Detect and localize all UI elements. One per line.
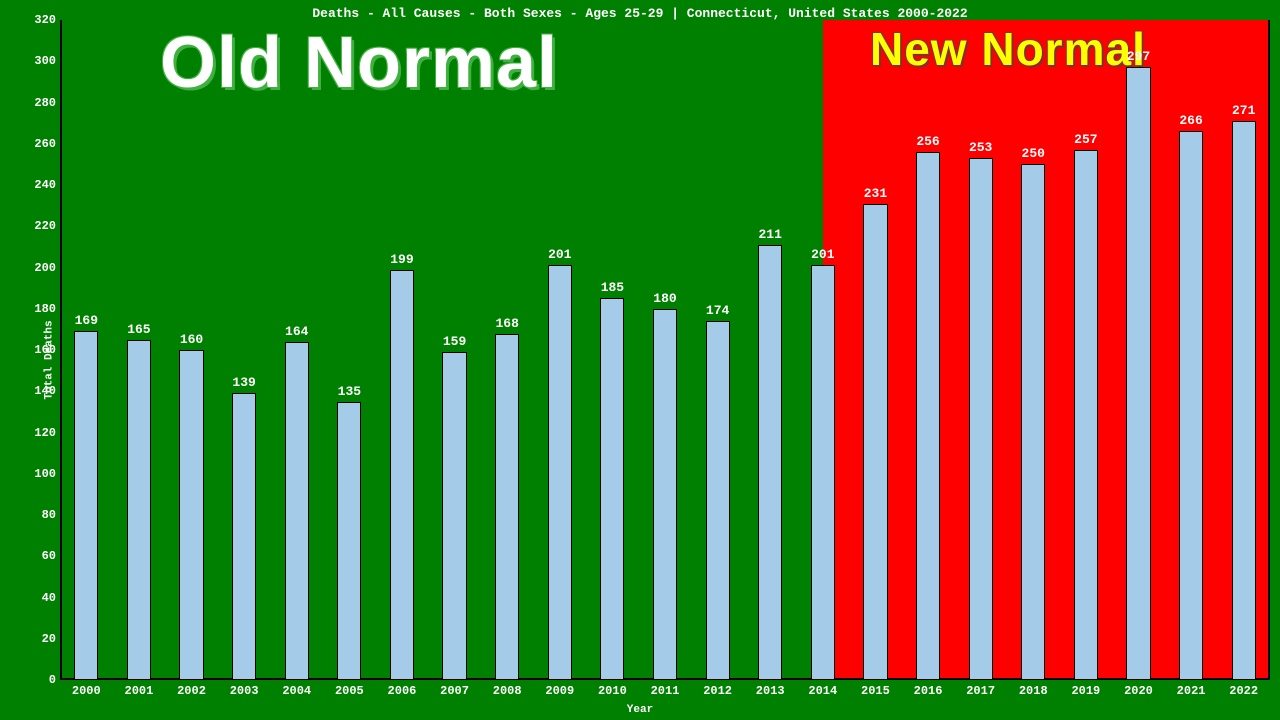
y-axis-left xyxy=(60,20,62,680)
bar-value-label: 164 xyxy=(285,324,308,339)
xtick-label: 2004 xyxy=(282,684,311,698)
xtick-label: 2003 xyxy=(230,684,259,698)
bar-value-label: 174 xyxy=(706,303,729,318)
bar xyxy=(179,350,203,680)
bar-value-label: 135 xyxy=(338,384,361,399)
plot-area xyxy=(60,20,1270,680)
xtick-label: 2018 xyxy=(1019,684,1048,698)
x-axis-label: Year xyxy=(627,704,653,716)
xtick-label: 2022 xyxy=(1229,684,1258,698)
bar xyxy=(1021,164,1045,680)
new-normal-text: New Normal xyxy=(870,22,1146,76)
xtick-label: 2009 xyxy=(545,684,574,698)
ytick-label: 300 xyxy=(34,54,56,68)
bar-value-label: 211 xyxy=(759,227,782,242)
ytick-label: 240 xyxy=(34,178,56,192)
bar-value-label: 185 xyxy=(601,280,624,295)
xtick-label: 2002 xyxy=(177,684,206,698)
bar-value-label: 199 xyxy=(390,252,413,267)
bar xyxy=(758,245,782,680)
xtick-label: 2006 xyxy=(388,684,417,698)
xtick-label: 2020 xyxy=(1124,684,1153,698)
bar xyxy=(863,204,887,680)
bar xyxy=(232,393,256,680)
xtick-label: 2000 xyxy=(72,684,101,698)
bar xyxy=(442,352,466,680)
ytick-label: 80 xyxy=(42,508,56,522)
ytick-label: 140 xyxy=(34,384,56,398)
bar-value-label: 257 xyxy=(1074,132,1097,147)
bar xyxy=(811,265,835,680)
xtick-label: 2001 xyxy=(125,684,154,698)
ytick-label: 220 xyxy=(34,219,56,233)
bar xyxy=(969,158,993,680)
bar xyxy=(916,152,940,680)
bar xyxy=(653,309,677,680)
chart-title: Deaths - All Causes - Both Sexes - Ages … xyxy=(0,6,1280,21)
xtick-label: 2010 xyxy=(598,684,627,698)
bar-value-label: 271 xyxy=(1232,103,1255,118)
xtick-label: 2021 xyxy=(1177,684,1206,698)
bar-value-label: 201 xyxy=(548,247,571,262)
ytick-label: 180 xyxy=(34,302,56,316)
bar-value-label: 160 xyxy=(180,332,203,347)
xtick-label: 2012 xyxy=(703,684,732,698)
bar xyxy=(706,321,730,680)
bar xyxy=(74,331,98,680)
ytick-label: 0 xyxy=(49,673,56,687)
bar-value-label: 231 xyxy=(864,186,887,201)
bar xyxy=(1232,121,1256,680)
xtick-label: 2013 xyxy=(756,684,785,698)
old-normal-text: Old Normal xyxy=(160,22,558,104)
bar xyxy=(285,342,309,680)
bar-value-label: 250 xyxy=(1022,146,1045,161)
bar xyxy=(1179,131,1203,680)
bar-value-label: 159 xyxy=(443,334,466,349)
bar-value-label: 165 xyxy=(127,322,150,337)
bar xyxy=(600,298,624,680)
bar xyxy=(127,340,151,680)
xtick-label: 2005 xyxy=(335,684,364,698)
xtick-label: 2014 xyxy=(808,684,837,698)
bar-value-label: 139 xyxy=(232,375,255,390)
xtick-label: 2019 xyxy=(1071,684,1100,698)
bar xyxy=(1074,150,1098,680)
ytick-label: 100 xyxy=(34,467,56,481)
xtick-label: 2011 xyxy=(651,684,680,698)
xtick-label: 2008 xyxy=(493,684,522,698)
xtick-label: 2017 xyxy=(966,684,995,698)
xtick-label: 2007 xyxy=(440,684,469,698)
xtick-label: 2015 xyxy=(861,684,890,698)
ytick-label: 260 xyxy=(34,137,56,151)
bar-value-label: 297 xyxy=(1127,49,1150,64)
ytick-label: 280 xyxy=(34,96,56,110)
bar-value-label: 168 xyxy=(495,316,518,331)
xtick-label: 2016 xyxy=(914,684,943,698)
ytick-label: 120 xyxy=(34,426,56,440)
bar xyxy=(390,270,414,680)
bar-value-label: 180 xyxy=(653,291,676,306)
y-axis-right xyxy=(1268,20,1270,680)
ytick-label: 160 xyxy=(34,343,56,357)
ytick-label: 60 xyxy=(42,549,56,563)
bar-value-label: 253 xyxy=(969,140,992,155)
ytick-label: 20 xyxy=(42,632,56,646)
bar-value-label: 169 xyxy=(75,313,98,328)
bar xyxy=(548,265,572,680)
bar-value-label: 201 xyxy=(811,247,834,262)
ytick-label: 320 xyxy=(34,13,56,27)
bar-value-label: 266 xyxy=(1179,113,1202,128)
bar xyxy=(1126,67,1150,680)
ytick-label: 40 xyxy=(42,591,56,605)
ytick-label: 200 xyxy=(34,261,56,275)
bar-value-label: 256 xyxy=(916,134,939,149)
bar xyxy=(337,402,361,680)
bar xyxy=(495,334,519,681)
